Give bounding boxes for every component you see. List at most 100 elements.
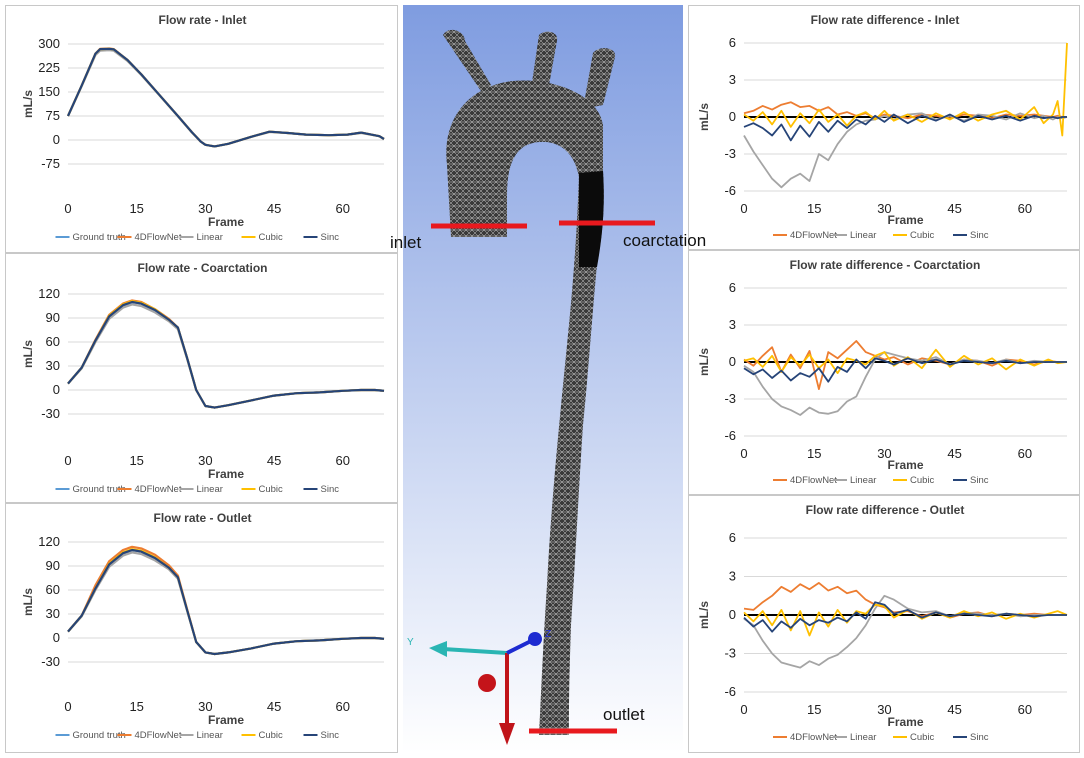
series-line-sinc [67, 300, 385, 409]
legend-item: Linear [197, 484, 223, 495]
y-tick-label: 120 [38, 534, 60, 549]
x-tick-label: 45 [267, 699, 281, 714]
legend-item: 4DFlowNet [135, 232, 182, 243]
series-line-4dflownet [743, 582, 1067, 619]
y-tick-label: 3 [729, 317, 736, 332]
y-tick-label: 75 [46, 108, 60, 123]
chart-flow-rate-difference-coarctation: Flow rate difference - Coarctation -6 -3 0 3… [688, 250, 1080, 495]
x-tick-label: 45 [267, 453, 281, 468]
inlet-label: inlet [390, 233, 422, 252]
x-tick-label: 30 [877, 201, 891, 216]
y-tick-label: -3 [724, 646, 736, 661]
x-tick-label: 30 [198, 699, 212, 714]
y-tick-label: 120 [38, 286, 60, 301]
y-tick-label: -3 [724, 391, 736, 406]
y-tick-label: 30 [46, 358, 60, 373]
y-tick-label: -6 [724, 428, 736, 443]
x-tick-label: 0 [64, 699, 71, 714]
legend-item: 4DFlowNet [790, 732, 837, 743]
x-tick-label: 0 [740, 446, 747, 461]
legend-item: Cubic [910, 230, 935, 241]
series-line-cubic [66, 47, 385, 148]
x-tick-label: 0 [740, 702, 747, 717]
x-tick-label: 15 [807, 702, 821, 717]
series-line-sinc [67, 548, 385, 656]
chart-flow-rate-inlet: Flow rate - Inlet -75 0 75 150 225 300 0 15 30 45 6… [5, 5, 398, 253]
y-axis-label: mL/s [697, 103, 711, 131]
y-tick-label: 30 [46, 606, 60, 621]
y-tick-label: 90 [46, 310, 60, 325]
chart-title: Flow rate difference - Inlet [811, 13, 960, 27]
x-tick-label: 60 [336, 201, 350, 216]
series-line-4dflownet [66, 47, 385, 148]
x-tick-label: 15 [129, 201, 143, 216]
axis-label-y: Y [407, 637, 414, 648]
legend-item: Sinc [970, 475, 989, 486]
y-tick-label: 6 [729, 35, 736, 50]
outlet-label: outlet [603, 705, 645, 724]
x-tick-label: 15 [807, 201, 821, 216]
series-line-cubic [743, 348, 1068, 374]
y-tick-label: 6 [729, 530, 736, 545]
x-tick-label: 15 [129, 453, 143, 468]
chart-flow-rate-difference-inlet: Flow rate difference - Inlet -6 -3 0 3 6 0 15 30… [688, 5, 1080, 250]
x-tick-label: 60 [336, 453, 350, 468]
legend-item: Cubic [910, 732, 935, 743]
x-axis-label: Frame [208, 215, 244, 229]
legend-item: Ground truth [73, 484, 126, 495]
y-tick-label: 0 [729, 607, 736, 622]
y-axis-label: mL/s [21, 588, 35, 616]
aorta-mesh-figure: Y Z [403, 5, 683, 753]
y-tick-label: 0 [729, 354, 736, 369]
legend-item: Sinc [321, 484, 340, 495]
aorta-vessel [443, 29, 616, 735]
series-line-sinc [743, 601, 1067, 633]
chart-flow-rate-difference-outlet: Flow rate difference - Outlet -6 -3 0 3 6 0 15 3… [688, 495, 1080, 753]
chart-title: Flow rate difference - Outlet [806, 503, 965, 517]
series-line-ground-truth [66, 47, 385, 148]
legend-item: Sinc [321, 232, 340, 243]
y-tick-label: 6 [729, 280, 736, 295]
x-tick-label: 30 [877, 446, 891, 461]
y-tick-label: 90 [46, 558, 60, 573]
y-axis-arrow-icon [429, 641, 447, 657]
y-tick-label: 300 [38, 36, 60, 51]
y-tick-label: 0 [53, 132, 60, 147]
legend-item: Ground truth [73, 730, 126, 741]
x-tick-label: 60 [336, 699, 350, 714]
y-tick-label: 60 [46, 334, 60, 349]
chart-flow-rate-coarctation: Flow rate - Coarctation -30 0 30 60 90 120 0 15 3… [5, 253, 398, 503]
x-axis-label: Frame [208, 467, 244, 481]
x-axis-label: Frame [887, 458, 923, 472]
y-tick-label: 3 [729, 569, 736, 584]
y-tick-label: -3 [724, 146, 736, 161]
legend-item: Sinc [321, 730, 340, 741]
x-axis-label: Frame [887, 715, 923, 729]
series-line-4dflownet [743, 340, 1067, 391]
y-axis-label: mL/s [21, 90, 35, 118]
legend-item: Cubic [910, 475, 935, 486]
legend-item: Linear [197, 232, 223, 243]
legend-item: 4DFlowNet [135, 730, 182, 741]
x-tick-label: 45 [267, 201, 281, 216]
series-line-sinc [743, 357, 1067, 383]
legend-item: Cubic [259, 730, 284, 741]
y-axis-label: mL/s [697, 601, 711, 629]
chart-flow-rate-outlet: Flow rate - Outlet -30 0 30 60 90 120 0 15 30 45 60… [5, 503, 398, 753]
y-axis-label: mL/s [21, 340, 35, 368]
x-tick-label: 60 [1018, 446, 1032, 461]
series-line-sinc [743, 113, 1067, 142]
coarctation-label: coarctation [623, 231, 707, 250]
x-tick-label: 0 [64, 453, 71, 468]
legend-item: 4DFlowNet [790, 230, 837, 241]
y-tick-label: 60 [46, 582, 60, 597]
y-tick-label: 0 [53, 382, 60, 397]
y-tick-label: -30 [41, 406, 60, 421]
y-tick-label: 150 [38, 84, 60, 99]
x-tick-label: 45 [947, 201, 961, 216]
legend-item: Cubic [259, 232, 284, 243]
legend-item: 4DFlowNet [790, 475, 837, 486]
series-line-sinc [66, 47, 385, 148]
x-tick-label: 45 [947, 702, 961, 717]
x-tick-label: 30 [198, 453, 212, 468]
